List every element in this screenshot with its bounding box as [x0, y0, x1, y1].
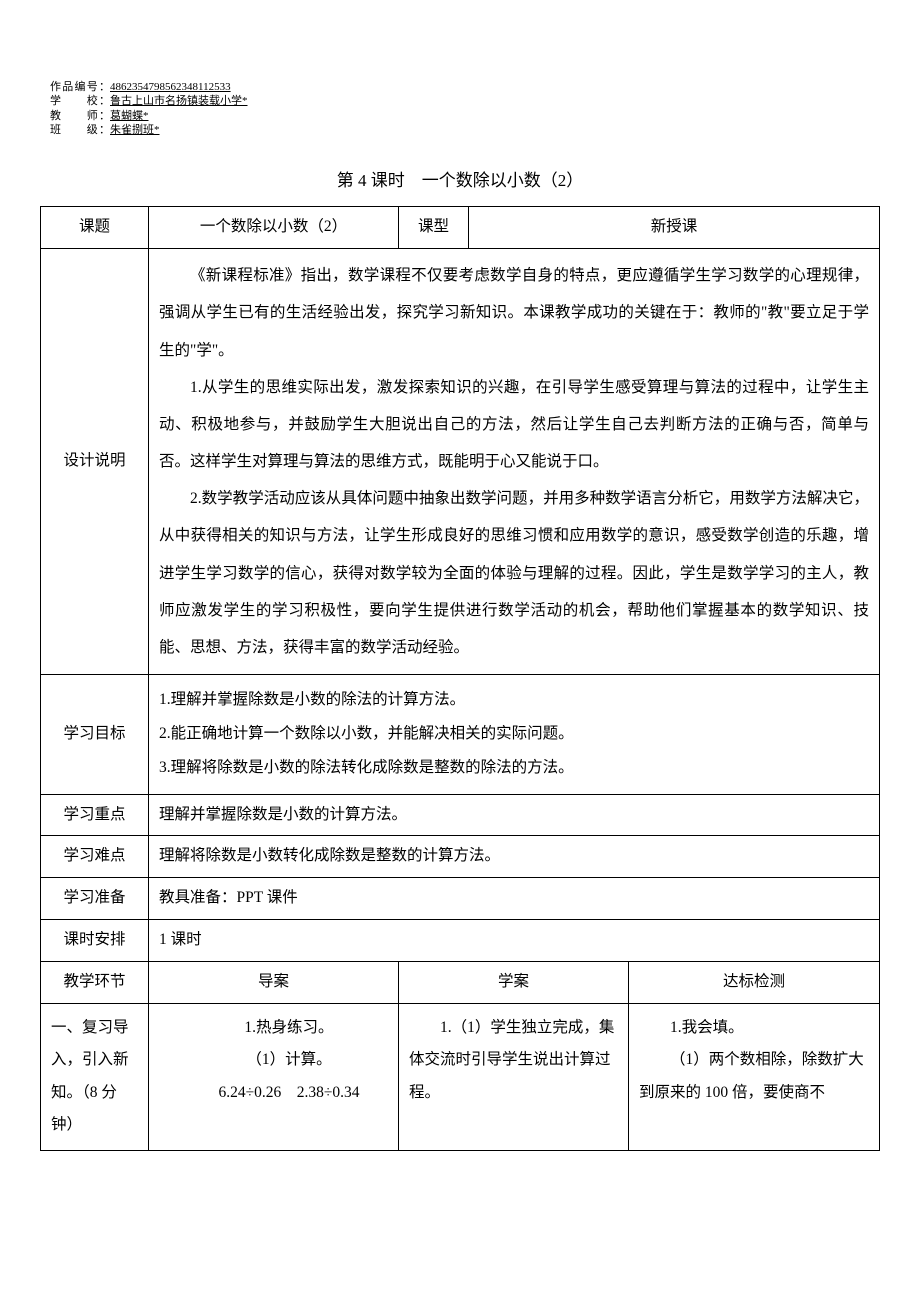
row-goal: 学习目标 1.理解并掌握除数是小数的除法的计算方法。 2.能正确地计算一个数除以…	[41, 675, 880, 794]
lesson-plan-table: 课题 一个数除以小数（2） 课型 新授课 设计说明 《新课程标准》指出，数学课程…	[40, 206, 880, 1150]
cell-daoan: 1.热身练习。 （1）计算。 6.24÷0.26 2.38÷0.34	[149, 1003, 399, 1150]
design-paragraph: 《新课程标准》指出，数学课程不仅要考虑数学自身的特点，更应遵循学生学习数学的心理…	[159, 257, 869, 369]
cell-type-label: 课型	[399, 207, 469, 249]
row-phase-1: 一、复习导入，引入新知。（8 分钟） 1.热身练习。 （1）计算。 6.24÷0…	[41, 1003, 880, 1150]
dabiao-line: （1）两个数相除，除数扩大到原来的 100 倍，要使商不	[639, 1044, 869, 1109]
cell-hdr-phase: 教学环节	[41, 961, 149, 1003]
row-prep: 学习准备 教具准备：PPT 课件	[41, 878, 880, 920]
cell-topic-value: 一个数除以小数（2）	[149, 207, 399, 249]
meta-value: 朱雀捌班*	[110, 123, 160, 137]
cell-difficulty-label: 学习难点	[41, 836, 149, 878]
cell-hdr-daoan: 导案	[149, 961, 399, 1003]
row-keypoint: 学习重点 理解并掌握除数是小数的计算方法。	[41, 794, 880, 836]
cell-period-value: 1 课时	[149, 919, 880, 961]
daoan-line: 6.24÷0.26 2.38÷0.34	[159, 1077, 388, 1110]
daoan-line: （1）计算。	[159, 1044, 388, 1077]
cell-goal-label: 学习目标	[41, 675, 149, 794]
document-metadata: 作品编号： 4862354798562348112533 学 校： 鲁古上山市名…	[50, 80, 880, 137]
meta-value: 葛蝴蝶*	[110, 109, 149, 123]
cell-xuean: 1.（1）学生独立完成，集体交流时引导学生说出计算过程。	[399, 1003, 629, 1150]
cell-hdr-dabiao: 达标检测	[629, 961, 880, 1003]
cell-keypoint-label: 学习重点	[41, 794, 149, 836]
cell-design-label: 设计说明	[41, 249, 149, 675]
meta-value: 4862354798562348112533	[110, 80, 231, 94]
cell-prep-label: 学习准备	[41, 878, 149, 920]
row-section-header: 教学环节 导案 学案 达标检测	[41, 961, 880, 1003]
meta-class: 班 级： 朱雀捌班*	[50, 123, 880, 137]
cell-goal-content: 1.理解并掌握除数是小数的除法的计算方法。 2.能正确地计算一个数除以小数，并能…	[149, 675, 880, 794]
row-difficulty: 学习难点 理解将除数是小数转化成除数是整数的计算方法。	[41, 836, 880, 878]
goal-item: 3.理解将除数是小数的除法转化成除数是整数的除法的方法。	[159, 751, 869, 785]
meta-label: 教 师：	[50, 109, 110, 123]
goal-item: 2.能正确地计算一个数除以小数，并能解决相关的实际问题。	[159, 717, 869, 751]
cell-phase-label: 一、复习导入，引入新知。（8 分钟）	[41, 1003, 149, 1150]
meta-label: 作品编号：	[50, 80, 110, 94]
meta-label: 学 校：	[50, 94, 110, 108]
meta-teacher: 教 师： 葛蝴蝶*	[50, 109, 880, 123]
meta-value: 鲁古上山市名扬镇装载小学*	[110, 94, 248, 108]
meta-school: 学 校： 鲁古上山市名扬镇装载小学*	[50, 94, 880, 108]
cell-prep-value: 教具准备：PPT 课件	[149, 878, 880, 920]
cell-design-content: 《新课程标准》指出，数学课程不仅要考虑数学自身的特点，更应遵循学生学习数学的心理…	[149, 249, 880, 675]
cell-keypoint-value: 理解并掌握除数是小数的计算方法。	[149, 794, 880, 836]
design-paragraph: 2.数学教学活动应该从具体问题中抽象出数学问题，并用多种数学语言分析它，用数学方…	[159, 480, 869, 666]
row-design: 设计说明 《新课程标准》指出，数学课程不仅要考虑数学自身的特点，更应遵循学生学习…	[41, 249, 880, 675]
xuean-line: 1.（1）学生独立完成，集体交流时引导学生说出计算过程。	[409, 1019, 614, 1101]
cell-hdr-xuean: 学案	[399, 961, 629, 1003]
cell-period-label: 课时安排	[41, 919, 149, 961]
page-title: 第 4 课时 一个数除以小数（2）	[40, 167, 880, 194]
row-topic: 课题 一个数除以小数（2） 课型 新授课	[41, 207, 880, 249]
design-paragraph: 1.从学生的思维实际出发，激发探索知识的兴趣，在引导学生感受算理与算法的过程中，…	[159, 369, 869, 481]
meta-work-id: 作品编号： 4862354798562348112533	[50, 80, 880, 94]
dabiao-line: 1.我会填。	[639, 1012, 869, 1045]
cell-type-value: 新授课	[469, 207, 880, 249]
cell-difficulty-value: 理解将除数是小数转化成除数是整数的计算方法。	[149, 836, 880, 878]
daoan-line: 1.热身练习。	[159, 1012, 388, 1045]
row-period: 课时安排 1 课时	[41, 919, 880, 961]
meta-label: 班 级：	[50, 123, 110, 137]
goal-item: 1.理解并掌握除数是小数的除法的计算方法。	[159, 683, 869, 717]
cell-dabiao: 1.我会填。 （1）两个数相除，除数扩大到原来的 100 倍，要使商不	[629, 1003, 880, 1150]
cell-topic-label: 课题	[41, 207, 149, 249]
